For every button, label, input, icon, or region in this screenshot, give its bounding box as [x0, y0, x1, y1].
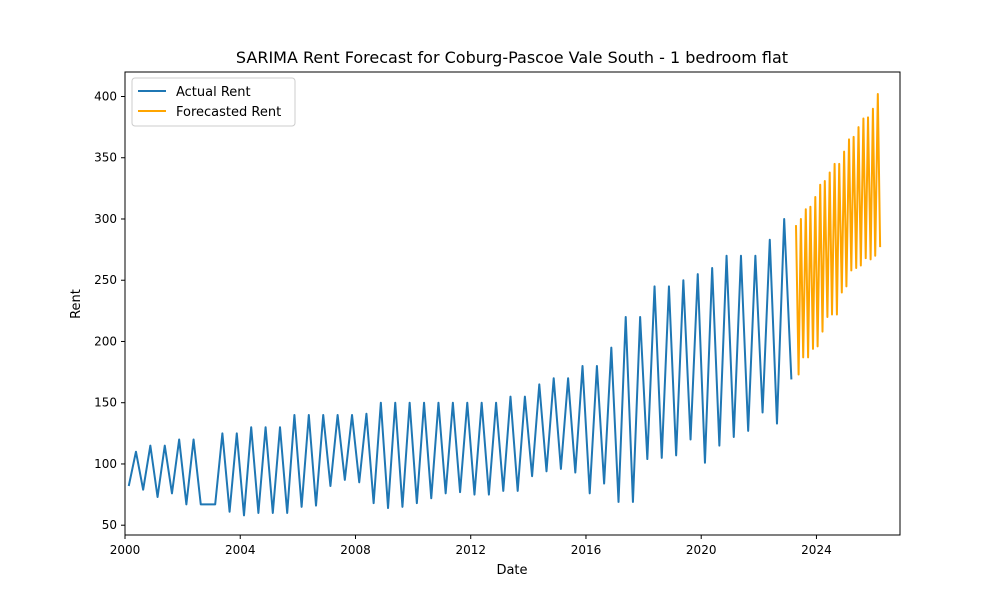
- y-tick-label: 50: [102, 518, 117, 532]
- y-tick-label: 100: [94, 457, 117, 471]
- x-tick-label: 2000: [110, 543, 141, 557]
- y-tick-label: 400: [94, 89, 117, 103]
- axis-ticks: 2000 2004 2008 2012 2016 2020 2024 50 100 150 200 2…: [94, 89, 832, 557]
- plot-frame: [124, 71, 901, 536]
- series-line-actual-rent: [127, 217, 793, 517]
- y-tick-label: 350: [94, 151, 117, 165]
- legend-label-forecasted-rent: Forecasted Rent: [176, 105, 281, 120]
- plot-series: [127, 93, 882, 517]
- x-tick-label: 2012: [455, 543, 486, 557]
- y-tick-label: 150: [94, 396, 117, 410]
- x-tick-label: 2016: [571, 543, 602, 557]
- x-tick-label: 2004: [225, 543, 256, 557]
- legend-label-actual-rent: Actual Rent: [176, 85, 251, 100]
- series-line-forecasted-rent: [794, 93, 882, 376]
- legend: Actual Rent Forecasted Rent: [131, 77, 296, 127]
- x-axis-label: Date: [496, 563, 527, 578]
- x-tick-label: 2020: [686, 543, 717, 557]
- chart-title: SARIMA Rent Forecast for Coburg-Pascoe V…: [236, 48, 788, 67]
- x-tick-label: 2024: [801, 543, 832, 557]
- y-axis-label: Rent: [69, 289, 84, 319]
- x-tick-label: 2008: [340, 543, 371, 557]
- legend-box: [131, 77, 296, 127]
- y-tick-label: 250: [94, 273, 117, 287]
- y-tick-label: 200: [94, 334, 117, 348]
- y-tick-label: 300: [94, 212, 117, 226]
